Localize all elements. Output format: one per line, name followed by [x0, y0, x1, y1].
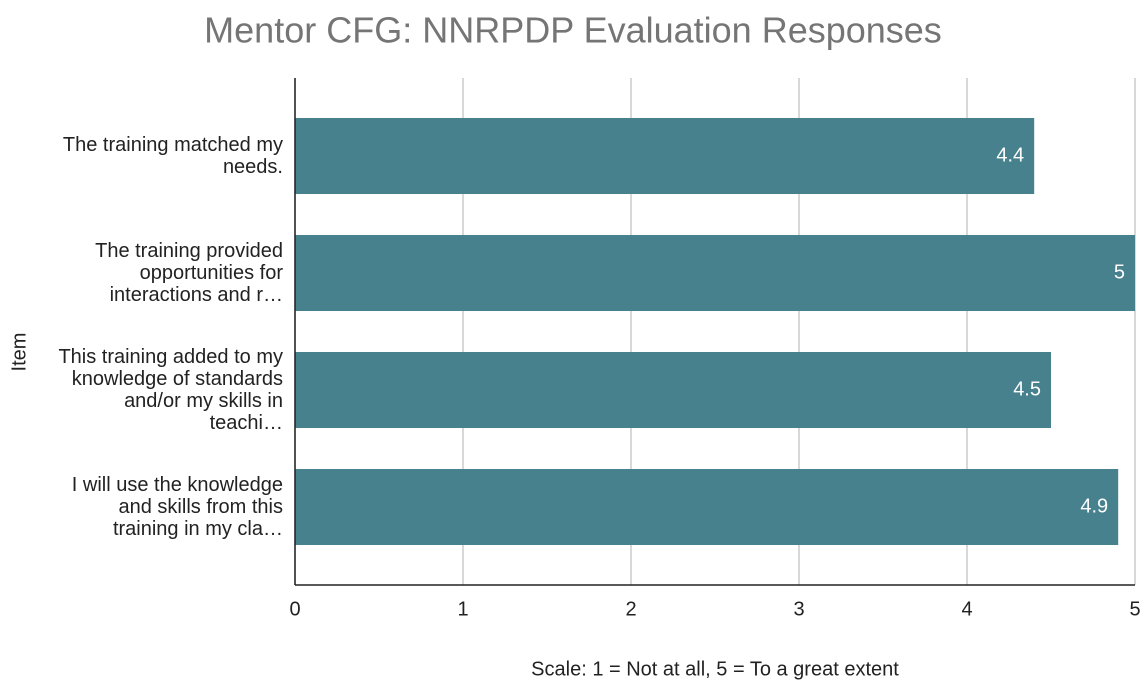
- y-tick-label: I will use the knowledge and skills from…: [71, 474, 283, 540]
- chart-title: Mentor CFG: NNRPDP Evaluation Responses: [204, 10, 942, 51]
- y-tick-label-box: The training matched my needs.: [62, 134, 283, 178]
- y-tick-label-box: This training added to my knowledge of s…: [58, 346, 283, 434]
- y-tick-label-box: The training provided opportunities for …: [95, 240, 283, 306]
- x-tick-label: 1: [457, 598, 468, 620]
- bar: [295, 118, 1035, 194]
- y-axis-label: Item: [8, 333, 30, 372]
- x-axis-label: Scale: 1 = Not at all, 5 = To a great ex…: [531, 658, 899, 680]
- x-tick-label: 5: [1129, 598, 1140, 620]
- value-label: 4.4: [996, 144, 1024, 166]
- bar: [295, 469, 1119, 545]
- x-tick-label: 4: [961, 598, 972, 620]
- y-tick-label-box: I will use the knowledge and skills from…: [71, 474, 283, 540]
- y-tick-label: The training matched my needs.: [62, 134, 283, 178]
- x-tick-label: 0: [289, 598, 300, 620]
- y-tick-label: This training added to my knowledge of s…: [58, 346, 283, 434]
- x-tick-label: 3: [793, 598, 804, 620]
- value-label: 5: [1114, 261, 1125, 283]
- value-label: 4.5: [1013, 378, 1041, 400]
- bar: [295, 235, 1135, 311]
- y-tick-label: The training provided opportunities for …: [95, 240, 283, 306]
- bar: [295, 352, 1051, 428]
- x-tick-label: 2: [625, 598, 636, 620]
- value-label: 4.9: [1080, 495, 1108, 517]
